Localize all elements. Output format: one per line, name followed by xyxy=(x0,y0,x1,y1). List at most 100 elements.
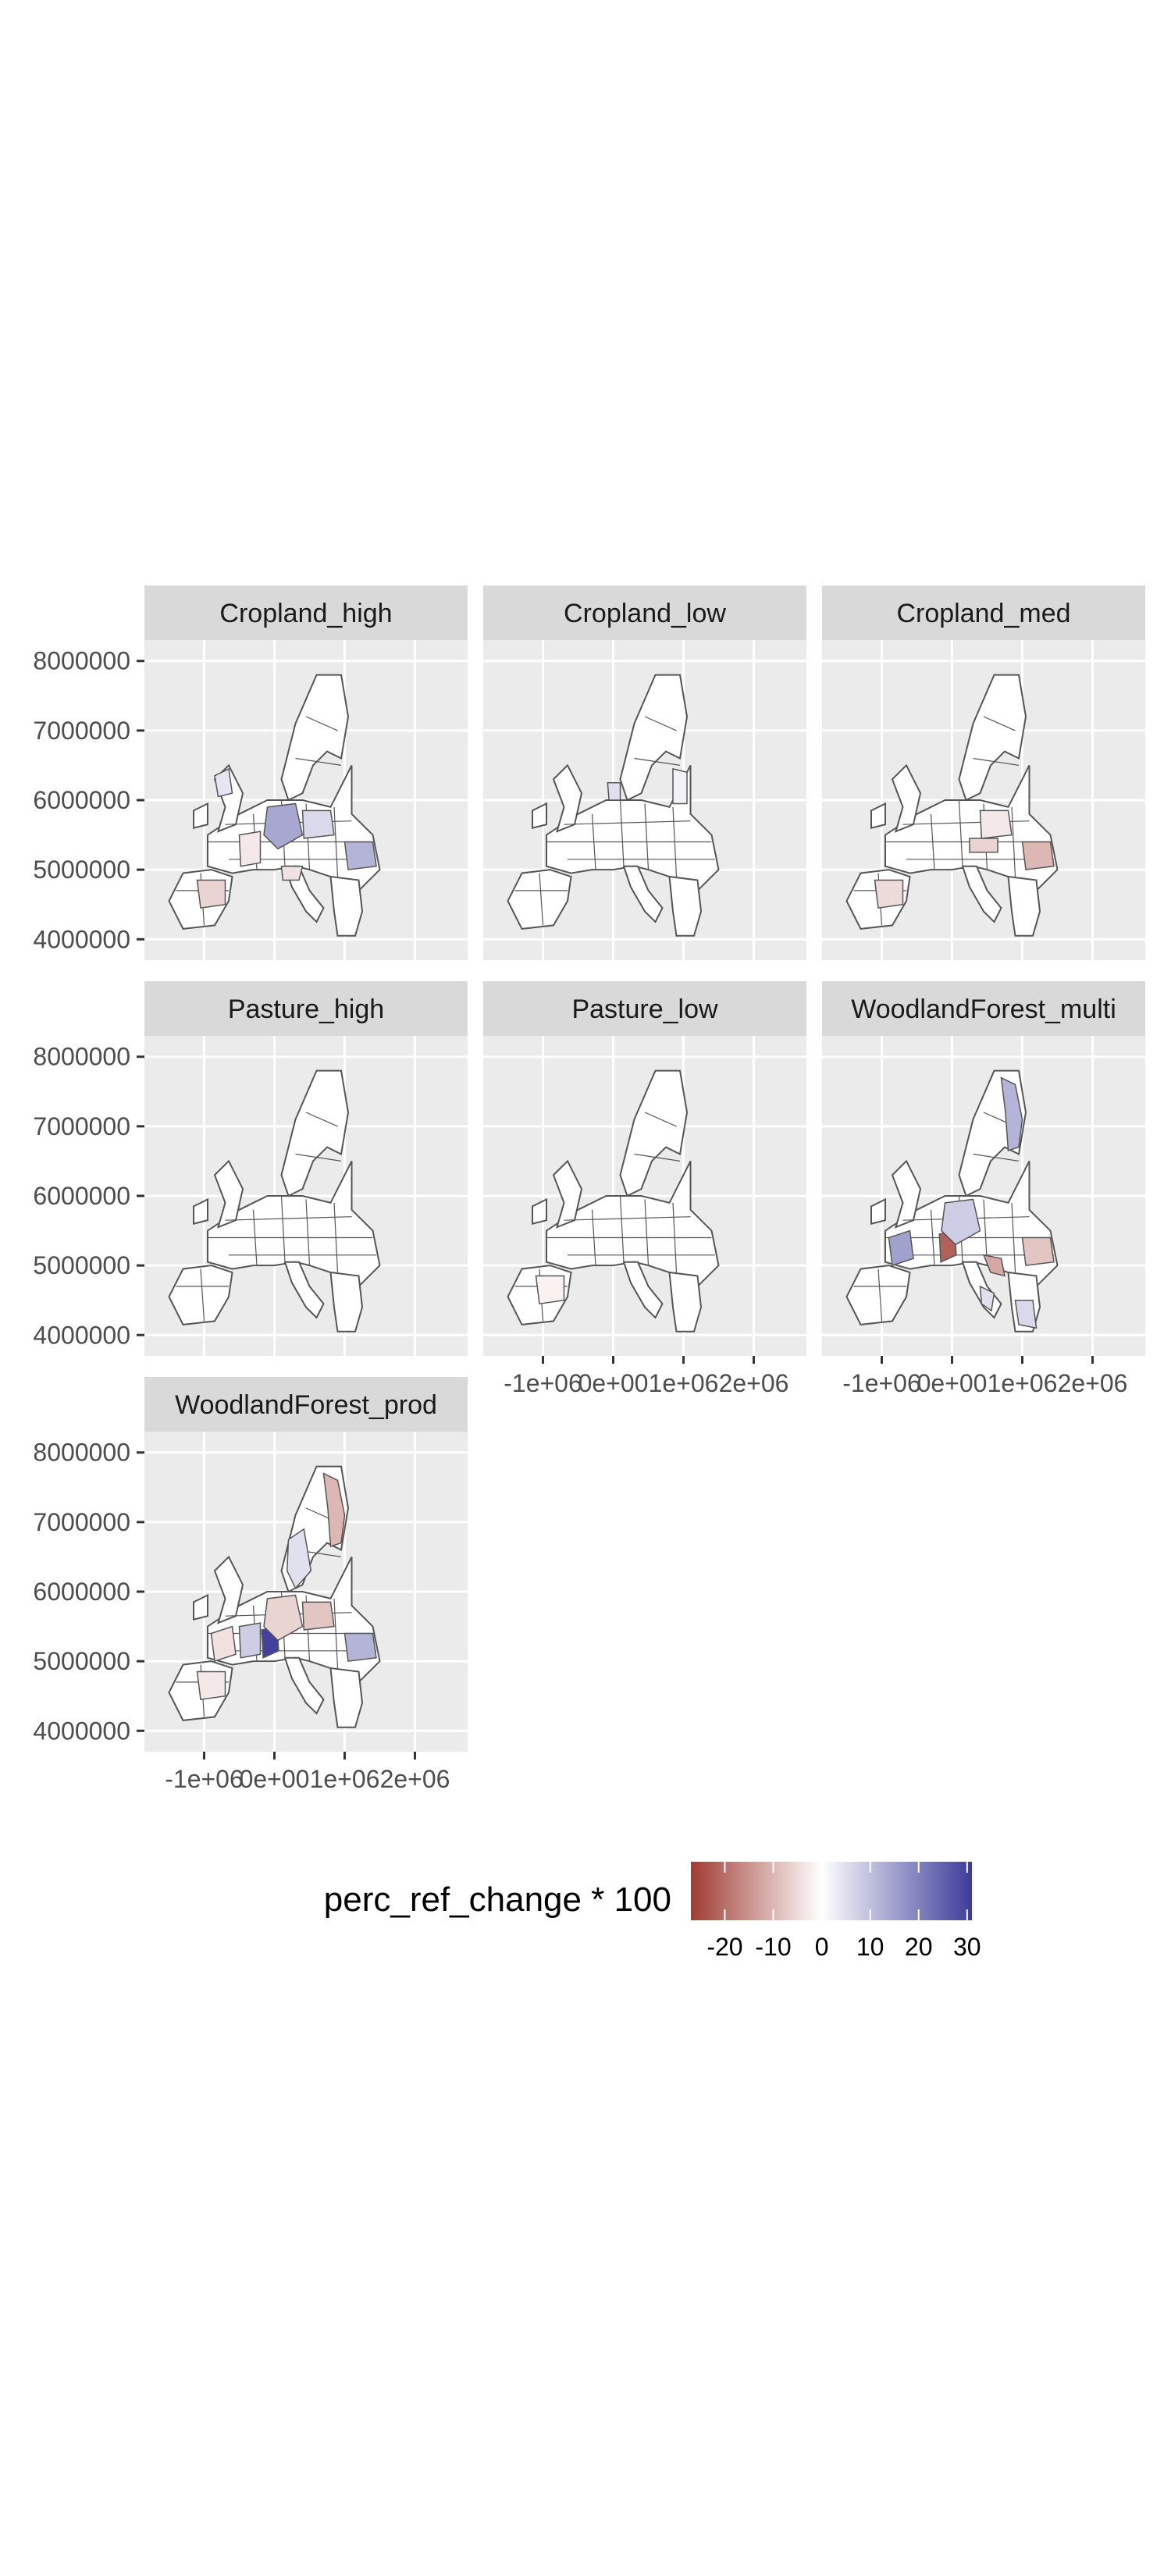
map-landmass xyxy=(280,674,350,802)
map-region-italy-south xyxy=(979,1285,995,1312)
map-region-central-europe xyxy=(941,1198,981,1246)
map-landmass xyxy=(532,802,547,829)
x-axis-tick-label: 0e+00 xyxy=(578,1369,649,1397)
x-axis-tick-label: 0e+00 xyxy=(240,1765,310,1793)
map-region-spain-central xyxy=(874,879,904,909)
y-axis-tick-label: 7000000 xyxy=(33,717,130,745)
facet-strip-label: Cropland_high xyxy=(219,599,392,628)
x-axis-tick-label: -1e+06 xyxy=(504,1369,582,1397)
map-region-border xyxy=(644,803,650,870)
map-region-border xyxy=(634,757,681,766)
legend-tick-label: 30 xyxy=(953,1933,981,1961)
map-landmass xyxy=(280,1069,350,1197)
map-region-border xyxy=(305,1112,338,1127)
map-region-finland-east xyxy=(322,1472,346,1548)
facet-strip xyxy=(822,981,1145,1036)
legend-tick-label: -10 xyxy=(755,1933,791,1961)
map-region-romania-east xyxy=(343,1632,377,1662)
map-landmass xyxy=(507,869,572,930)
map-region-central-europe xyxy=(263,1594,304,1642)
map-landmass xyxy=(283,1261,325,1319)
map-region-border xyxy=(295,1153,342,1162)
map-landmass xyxy=(532,1197,547,1225)
map-region-border xyxy=(644,1199,650,1266)
legend-tick-label: -20 xyxy=(707,1933,742,1961)
map-landmass xyxy=(845,1265,911,1325)
map-region-france-east xyxy=(238,831,262,867)
facet-strip-label: Cropland_med xyxy=(896,599,1070,628)
map-region-france-west xyxy=(888,1229,914,1267)
map-region-poland-south xyxy=(301,809,335,839)
y-axis-tick-label: 8000000 xyxy=(33,647,130,675)
x-axis-tick-label: 0e+00 xyxy=(917,1369,988,1397)
map-landmass xyxy=(961,865,1002,923)
map-region-spain-central xyxy=(196,1670,226,1701)
map-landmass xyxy=(193,802,208,829)
map-landmass xyxy=(329,1271,364,1332)
map-landmass xyxy=(870,802,886,829)
map-region-border xyxy=(280,1195,286,1262)
map-region-central-europe xyxy=(263,802,304,850)
facet-strip xyxy=(483,981,806,1036)
legend-title: perc_ref_change * 100 xyxy=(324,1880,671,1919)
x-axis-tick-label: -1e+06 xyxy=(842,1369,921,1397)
map-region-border xyxy=(619,799,625,866)
map-region-finland-east xyxy=(1000,1076,1023,1152)
facet-Cropland_high: Cropland_high 4000000 5000000 6000000 700000… xyxy=(33,585,468,960)
map-region-poland-south xyxy=(979,809,1013,839)
map-landmass xyxy=(283,1656,325,1715)
map-landmass xyxy=(193,1197,208,1225)
facet-strip xyxy=(144,1377,468,1432)
map-region-border xyxy=(539,873,544,926)
map-region-sweden-south xyxy=(286,1528,312,1589)
map-landmass xyxy=(619,674,689,802)
map-region-border xyxy=(305,716,338,731)
map-landmass xyxy=(193,1593,208,1621)
facet-strip xyxy=(483,585,806,640)
x-axis-tick-label: 2e+06 xyxy=(380,1765,450,1793)
map-region-border xyxy=(644,716,677,731)
map-region-denmark xyxy=(607,781,621,801)
legend-tick-label: 20 xyxy=(905,1933,933,1961)
facet-Pasture_high: Pasture_high 4000000 5000000 6000000 7000000… xyxy=(33,981,468,1356)
map-region-border xyxy=(564,820,691,825)
x-axis-tick-label: 2e+06 xyxy=(719,1369,789,1397)
map-landmass xyxy=(619,1069,689,1197)
map-region-baltics xyxy=(672,767,688,805)
facet-WoodlandForest_prod: WoodlandForest_prod 4000000 5000000 6000000… xyxy=(33,1377,468,1793)
y-axis-tick-label: 7000000 xyxy=(33,1112,130,1140)
map-region-border xyxy=(983,1199,988,1266)
map-region-spain-central xyxy=(535,1275,565,1305)
x-axis-tick-label: -1e+06 xyxy=(165,1765,244,1793)
map-region-france-west xyxy=(210,1625,237,1663)
facet-strip-label: Cropland_low xyxy=(564,599,726,628)
y-axis-tick-label: 8000000 xyxy=(33,1043,130,1071)
x-axis-tick-label: 1e+06 xyxy=(649,1369,719,1397)
facet-strip xyxy=(144,981,468,1036)
map-region-italy-north xyxy=(280,865,304,881)
map-landmass xyxy=(668,875,703,937)
y-axis-tick-label: 4000000 xyxy=(33,925,130,953)
map-region-border xyxy=(634,1153,681,1162)
map-region-border xyxy=(295,757,342,766)
map-region-border xyxy=(200,1268,205,1322)
map-landmass xyxy=(329,1667,364,1728)
legend-tick-label: 0 xyxy=(815,1933,829,1961)
y-axis-tick-label: 4000000 xyxy=(33,1717,130,1745)
map-region-border xyxy=(973,757,1020,766)
map-region-romania-east xyxy=(1021,1236,1055,1266)
map-landmass xyxy=(329,875,364,937)
map-region-border xyxy=(644,1112,677,1127)
facet-Cropland_low: Cropland_low xyxy=(483,585,806,960)
map-landmass xyxy=(1007,875,1041,937)
map-region-border xyxy=(973,1153,1020,1162)
map-region-austria xyxy=(969,838,998,853)
legend-tick-label: 10 xyxy=(856,1933,884,1961)
map-region-romania-east xyxy=(1021,841,1055,870)
facet-strip xyxy=(822,585,1145,640)
y-axis-tick-label: 4000000 xyxy=(33,1321,130,1349)
facet-strip-label: Pasture_low xyxy=(571,994,718,1024)
x-axis-tick-label: 1e+06 xyxy=(988,1369,1058,1397)
